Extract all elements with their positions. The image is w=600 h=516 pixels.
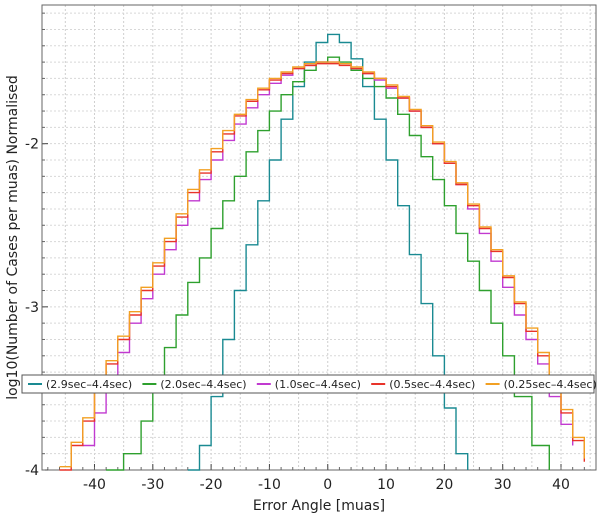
plot-frame [41,4,597,471]
x-tick-label: 30 [494,477,512,493]
legend-label: (2.9sec–4.4sec) [46,378,132,391]
y-tick-label: -3 [25,300,39,316]
y-axis-label: log10(Number of Cases per muas) Normalis… [5,75,21,400]
x-tick-label: -40 [83,477,106,493]
x-tick-label: 10 [377,477,395,493]
x-tick-label: 0 [323,477,332,493]
legend-label: (0.5sec–4.4sec) [389,378,475,391]
x-axis-label: Error Angle [muas] [253,498,385,514]
x-tick-label: -20 [200,477,223,493]
legend-label: (0.25sec–4.4sec) [504,378,597,391]
x-tick-label: -10 [258,477,281,493]
x-tick-label: 20 [435,477,453,493]
legend-label: (2.0sec–4.4sec) [160,378,246,391]
legend-box [21,374,595,394]
series-line-4 [59,63,585,471]
legend: (2.9sec–4.4sec) (2.0sec–4.4sec) (1.0sec–4.… [21,374,597,394]
y-tick-label: -2 [25,137,39,153]
grid [42,5,596,470]
x-tick-label: -30 [141,477,164,493]
legend-label: (1.0sec–4.4sec) [275,378,361,391]
series-line-5 [59,61,585,468]
series-line-2 [106,56,550,471]
series-line-1 [187,33,469,471]
axis-ticks: -40 -30 -20 -10 0 10 20 30 40 -4 -3 -2 [25,12,585,493]
x-tick-label: 40 [552,477,570,493]
y-tick-label: -4 [25,463,39,479]
series-group [59,33,585,471]
